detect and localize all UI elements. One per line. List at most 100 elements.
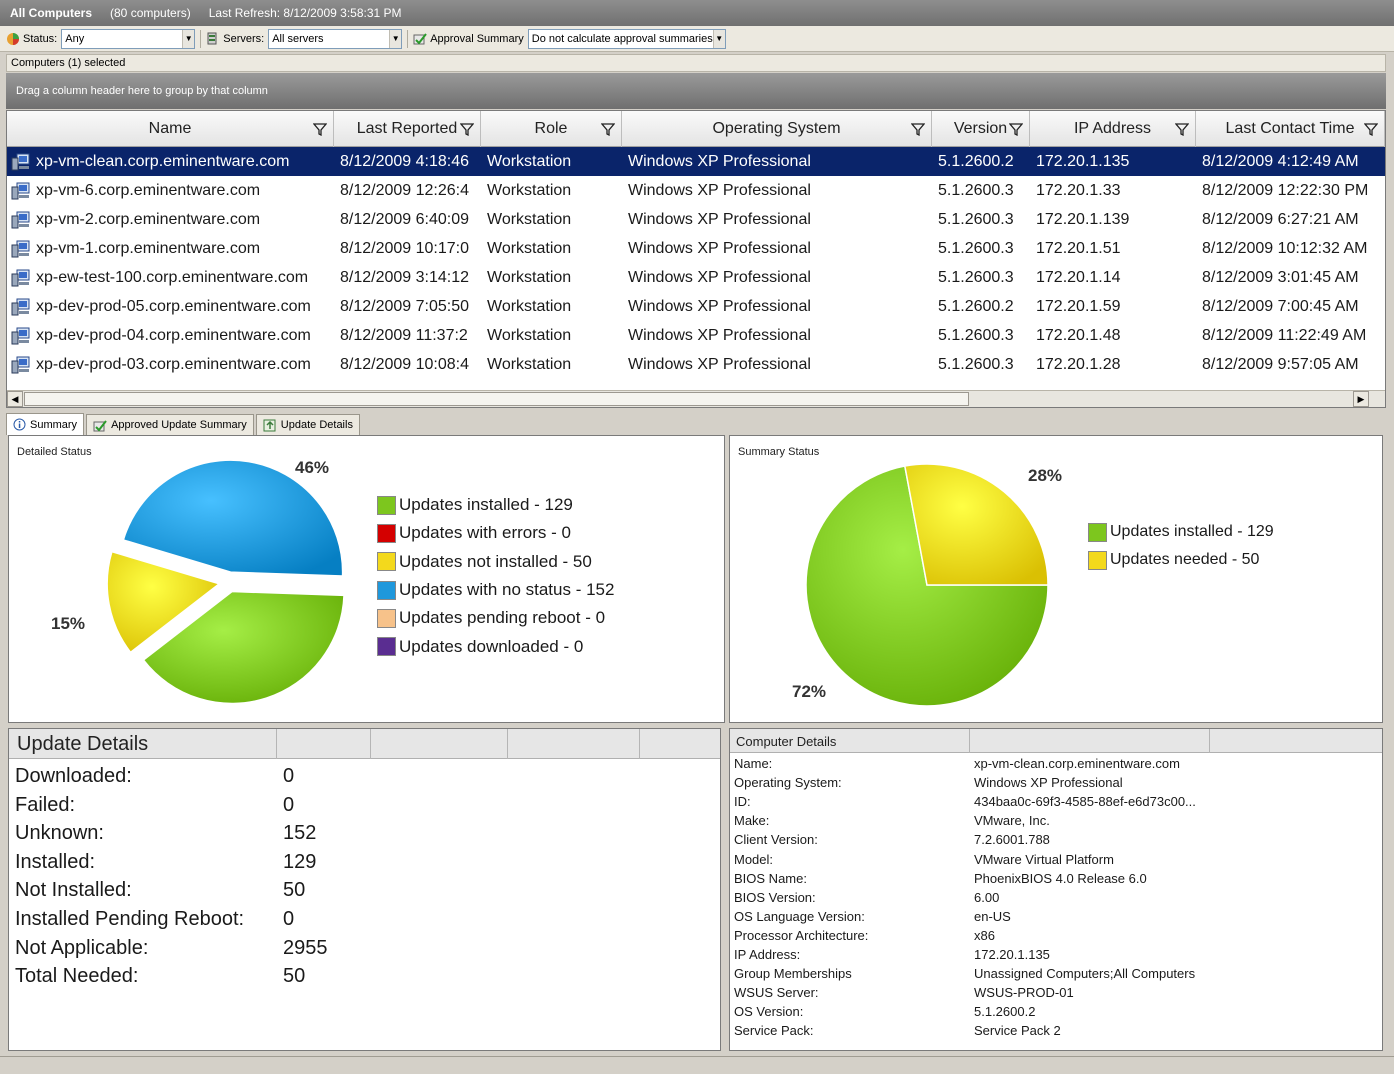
table-cell-os[interactable]: Windows XP Professional [622,292,932,321]
table-cell-version[interactable]: 5.1.2600.3 [932,205,1030,234]
filter-icon[interactable] [601,122,615,136]
table-cell-last-reported[interactable]: 8/12/2009 10:17:0 [334,234,481,263]
table-cell-last-reported[interactable]: 8/12/2009 3:14:12 [334,263,481,292]
filter-icon[interactable] [911,122,925,136]
table-cell-ip[interactable]: 172.20.1.48 [1030,321,1196,350]
table-cell-last-contact[interactable]: 8/12/2009 11:22:49 AM [1196,321,1385,350]
table-row[interactable]: xp-ew-test-100.corp.eminentware.com 8/12/… [7,263,1385,292]
table-cell-last-contact[interactable]: 8/12/2009 12:22:30 PM [1196,176,1385,205]
table-cell-ip[interactable]: 172.20.1.139 [1030,205,1196,234]
table-cell-os[interactable]: Windows XP Professional [622,321,932,350]
approval-summary-dropdown[interactable]: Do not calculate approval summaries ▼ [527,28,726,49]
table-cell-os[interactable]: Windows XP Professional [622,234,932,263]
table-cell-os[interactable]: Windows XP Professional [622,350,932,379]
table-cell-last-reported[interactable]: 8/12/2009 10:08:4 [334,350,481,379]
table-row[interactable]: xp-dev-prod-03.corp.eminentware.com 8/12/… [7,350,1385,379]
table-cell-version[interactable]: 5.1.2600.3 [932,263,1030,292]
table-cell-name[interactable]: xp-dev-prod-05.corp.eminentware.com [7,292,334,321]
table-cell-ip[interactable]: 172.20.1.33 [1030,176,1196,205]
legend-item: Updates pending reboot - 0 [377,604,614,632]
table-cell-version[interactable]: 5.1.2600.3 [932,350,1030,379]
table-cell-last-contact[interactable]: 8/12/2009 3:01:45 AM [1196,263,1385,292]
table-cell-ip[interactable]: 172.20.1.14 [1030,263,1196,292]
table-cell-ip[interactable]: 172.20.1.135 [1030,147,1196,176]
filter-icon[interactable] [460,122,474,136]
table-cell-role[interactable]: Workstation [481,234,622,263]
column-header[interactable] [508,729,640,759]
column-header-version[interactable]: Version [932,111,1030,147]
table-cell-role[interactable]: Workstation [481,147,622,176]
table-cell-version[interactable]: 5.1.2600.2 [932,147,1030,176]
group-by-area[interactable]: Drag a column header here to group by th… [6,73,1386,109]
table-row[interactable]: xp-dev-prod-04.corp.eminentware.com 8/12/… [7,321,1385,350]
tab-summary[interactable]: Summary [6,413,85,435]
column-header-last-reported[interactable]: Last Reported [334,111,481,147]
table-cell-ip[interactable]: 172.20.1.28 [1030,350,1196,379]
table-cell-os[interactable]: Windows XP Professional [622,147,932,176]
table-cell-role[interactable]: Workstation [481,350,622,379]
table-cell-last-contact[interactable]: 8/12/2009 7:00:45 AM [1196,292,1385,321]
table-row[interactable]: xp-vm-2.corp.eminentware.com 8/12/2009 6:… [7,205,1385,234]
table-cell-name[interactable]: xp-vm-6.corp.eminentware.com [7,176,334,205]
chevron-down-icon[interactable]: ▼ [182,29,195,48]
table-cell-os[interactable]: Windows XP Professional [622,176,932,205]
chevron-down-icon[interactable]: ▼ [389,29,402,48]
table-row[interactable]: xp-vm-clean.corp.eminentware.com 8/12/200… [7,147,1385,176]
table-cell-last-contact[interactable]: 8/12/2009 10:12:32 AM [1196,234,1385,263]
table-cell-os[interactable]: Windows XP Professional [622,205,932,234]
horizontal-scrollbar[interactable]: ◀ ▶ [7,390,1385,407]
table-cell-last-contact[interactable]: 8/12/2009 4:12:49 AM [1196,147,1385,176]
status-dropdown[interactable]: Any ▼ [61,28,196,49]
table-row[interactable]: xp-vm-1.corp.eminentware.com 8/12/2009 10… [7,234,1385,263]
table-row[interactable]: xp-dev-prod-05.corp.eminentware.com 8/12/… [7,292,1385,321]
column-header[interactable] [371,729,508,759]
column-header-name[interactable]: Name [7,111,334,147]
filter-icon[interactable] [1364,122,1378,136]
table-cell-last-contact[interactable]: 8/12/2009 9:57:05 AM [1196,350,1385,379]
table-row[interactable]: xp-vm-6.corp.eminentware.com 8/12/2009 12… [7,176,1385,205]
table-cell-ip[interactable]: 172.20.1.59 [1030,292,1196,321]
column-header-role[interactable]: Role [481,111,622,147]
scroll-right-icon[interactable]: ▶ [1353,391,1369,407]
column-header-ip-address[interactable]: IP Address [1030,111,1196,147]
filter-icon[interactable] [313,122,327,136]
table-cell-last-reported[interactable]: 8/12/2009 4:18:46 [334,147,481,176]
table-cell-role[interactable]: Workstation [481,176,622,205]
table-cell-version[interactable]: 5.1.2600.3 [932,234,1030,263]
table-cell-version[interactable]: 5.1.2600.3 [932,321,1030,350]
table-cell-role[interactable]: Workstation [481,205,622,234]
table-cell-last-contact[interactable]: 8/12/2009 6:27:21 AM [1196,205,1385,234]
column-header[interactable] [970,729,1210,753]
column-header-last-contact-time[interactable]: Last Contact Time [1196,111,1385,147]
column-header-operating-system[interactable]: Operating System [622,111,932,147]
tab-update-details[interactable]: Update Details [255,414,360,435]
table-cell-name[interactable]: xp-dev-prod-04.corp.eminentware.com [7,321,334,350]
table-cell-last-reported[interactable]: 8/12/2009 11:37:2 [334,321,481,350]
table-cell-role[interactable]: Workstation [481,321,622,350]
tab-approved-update-summary[interactable]: Approved Update Summary [86,414,254,435]
filter-icon[interactable] [1175,122,1189,136]
table-cell-ip[interactable]: 172.20.1.51 [1030,234,1196,263]
table-cell-last-reported[interactable]: 8/12/2009 6:40:09 [334,205,481,234]
scrollbar-thumb[interactable] [24,392,969,406]
table-cell-name[interactable]: xp-dev-prod-03.corp.eminentware.com [7,350,334,379]
detail-key: Client Version: [734,832,818,848]
detail-value: 50 [283,879,306,902]
table-cell-version[interactable]: 5.1.2600.3 [932,176,1030,205]
computer-icon [11,327,30,344]
table-cell-role[interactable]: Workstation [481,263,622,292]
column-header[interactable] [277,729,371,759]
servers-dropdown[interactable]: All servers ▼ [268,28,403,49]
table-cell-name[interactable]: xp-ew-test-100.corp.eminentware.com [7,263,334,292]
table-cell-role[interactable]: Workstation [481,292,622,321]
table-cell-name[interactable]: xp-vm-clean.corp.eminentware.com [7,147,334,176]
table-cell-last-reported[interactable]: 8/12/2009 7:05:50 [334,292,481,321]
table-cell-name[interactable]: xp-vm-2.corp.eminentware.com [7,205,334,234]
scroll-left-icon[interactable]: ◀ [7,391,23,407]
chevron-down-icon[interactable]: ▼ [712,29,725,48]
table-cell-os[interactable]: Windows XP Professional [622,263,932,292]
table-cell-last-reported[interactable]: 8/12/2009 12:26:4 [334,176,481,205]
table-cell-version[interactable]: 5.1.2600.2 [932,292,1030,321]
filter-icon[interactable] [1009,122,1023,136]
table-cell-name[interactable]: xp-vm-1.corp.eminentware.com [7,234,334,263]
